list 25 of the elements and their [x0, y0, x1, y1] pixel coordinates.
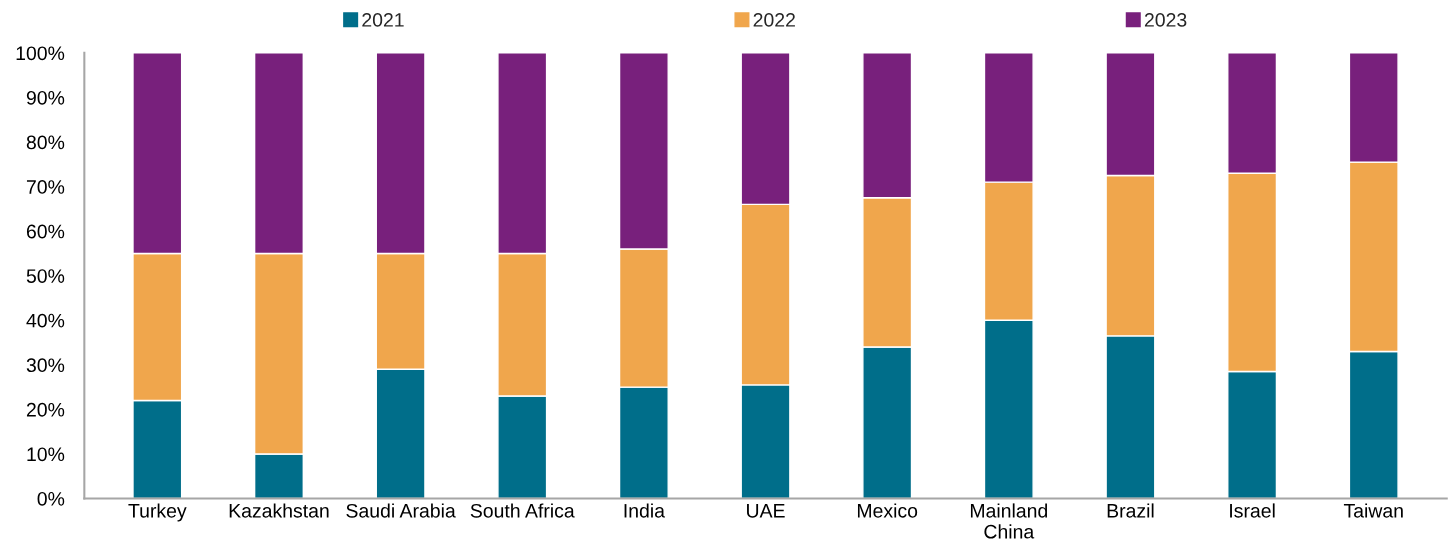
x-tick-label: South Africa	[470, 503, 575, 518]
x-tick-label: Kazakhstan	[229, 503, 329, 518]
y-tick-label: 10%	[27, 447, 65, 462]
y-tick-label: 40%	[26, 313, 65, 328]
y-tick-label: 0%	[37, 491, 65, 506]
legend-label: 2022	[753, 13, 795, 27]
legend-label: 2023	[1144, 13, 1187, 27]
x-tick-label: Mainland China	[970, 503, 1048, 539]
y-tick-label: 80%	[26, 135, 65, 150]
y-tick-label: 20%	[26, 402, 65, 417]
legend-label: 2021	[362, 13, 404, 27]
x-tick-label: Turkey	[128, 503, 187, 522]
y-tick-label: 70%	[26, 180, 65, 194]
y-tick-label: 60%	[26, 224, 65, 239]
y-tick-label: 50%	[26, 269, 65, 283]
x-tick-label: India	[624, 503, 665, 518]
x-tick-label: Saudi Arabia	[346, 503, 456, 518]
x-tick-label: Brazil	[1107, 503, 1154, 518]
y-tick-label: 100%	[16, 46, 65, 61]
x-tick-label: Mexico	[857, 503, 918, 518]
x-tick-label: Taiwan	[1343, 503, 1403, 518]
y-tick-label: 90%	[26, 90, 65, 105]
x-tick-label: Israel	[1230, 503, 1275, 518]
y-tick-label: 30%	[26, 358, 65, 373]
x-tick-label: UAE	[747, 504, 785, 518]
